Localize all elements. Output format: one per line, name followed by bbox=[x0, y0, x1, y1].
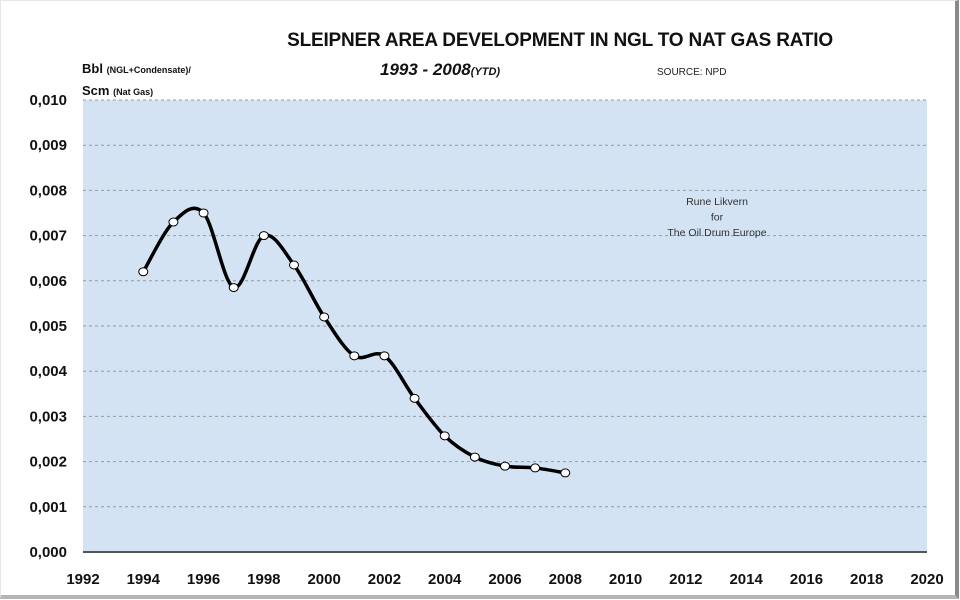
chart-subtitle: 1993 - 2008(YTD) bbox=[380, 60, 500, 80]
y-tick-label: 0,008 bbox=[29, 182, 67, 199]
data-point bbox=[530, 463, 541, 473]
data-point bbox=[560, 468, 571, 478]
x-tick-label: 2008 bbox=[549, 571, 582, 588]
data-point bbox=[289, 260, 299, 270]
y-tick-label: 0,007 bbox=[29, 228, 67, 245]
data-point bbox=[258, 231, 269, 241]
y-tick-label: 0,004 bbox=[29, 363, 67, 380]
x-tick-label: 2012 bbox=[669, 571, 702, 588]
x-tick-label: 2016 bbox=[790, 571, 823, 588]
x-tick-label: 1996 bbox=[187, 571, 220, 588]
series-markers bbox=[138, 208, 571, 478]
y-tick-label: 0,000 bbox=[29, 544, 67, 561]
x-tick-label: 1992 bbox=[66, 571, 99, 588]
y-tick-label: 0,002 bbox=[29, 454, 67, 471]
data-point bbox=[228, 283, 239, 293]
data-point bbox=[319, 312, 330, 322]
y-label-scm: Scm bbox=[82, 83, 110, 98]
chart-title: SLEIPNER AREA DEVELOPMENT IN NGL TO NAT … bbox=[287, 30, 833, 51]
data-point bbox=[500, 461, 510, 471]
data-point bbox=[138, 267, 149, 277]
x-tick-label: 2020 bbox=[910, 571, 943, 588]
annotation-line: for bbox=[711, 212, 724, 224]
y-tick-labels: 0,000 0,001 0,002 0,003 0,004 0,005 0,006 0,007… bbox=[29, 92, 67, 561]
x-tick-label: 1998 bbox=[247, 571, 280, 588]
x-tick-label: 2006 bbox=[488, 571, 521, 588]
y-tick-label: 0,010 bbox=[29, 92, 67, 109]
x-tick-label: 2018 bbox=[850, 571, 883, 588]
y-tick-label: 0,001 bbox=[29, 499, 67, 516]
x-tick-label: 2014 bbox=[729, 571, 763, 588]
y-label-bbl: Bbl bbox=[82, 61, 103, 76]
author-annotation: Rune Likvern for The Oil Drum Europe bbox=[667, 196, 766, 239]
subtitle-ytd: (YTD) bbox=[470, 66, 501, 78]
data-point bbox=[469, 452, 480, 462]
subtitle-years: 1993 - 2008 bbox=[380, 60, 471, 79]
y-axis-label-denominator: Scm (Nat Gas) bbox=[82, 83, 153, 98]
data-point bbox=[409, 393, 420, 403]
annotation-line: Rune Likvern bbox=[686, 196, 748, 208]
y-axis-label-numerator: Bbl (NGL+Condensate)/ bbox=[82, 61, 191, 76]
data-point bbox=[349, 351, 360, 361]
x-tick-label: 1994 bbox=[127, 571, 161, 588]
x-tick-label: 2004 bbox=[428, 571, 462, 588]
annotation-line: The Oil Drum Europe bbox=[667, 227, 766, 239]
x-tick-label: 2010 bbox=[609, 571, 642, 588]
x-tick-label: 2000 bbox=[307, 571, 340, 588]
data-point bbox=[379, 351, 390, 361]
grid-lines bbox=[83, 99, 927, 508]
y-tick-label: 0,005 bbox=[29, 318, 67, 335]
y-tick-label: 0,006 bbox=[29, 273, 67, 290]
data-point bbox=[168, 217, 179, 227]
data-point bbox=[439, 431, 450, 441]
x-tick-label: 2002 bbox=[368, 571, 401, 588]
x-tick-labels: 1992 1994 1996 1998 2000 2002 2004 2006 2008 2010… bbox=[66, 571, 943, 588]
y-tick-label: 0,003 bbox=[29, 408, 67, 425]
y-label-bbl-detail: (NGL+Condensate)/ bbox=[106, 65, 191, 75]
source-label: SOURCE: NPD bbox=[657, 67, 727, 78]
y-label-scm-detail: (Nat Gas) bbox=[113, 87, 154, 97]
data-point bbox=[198, 208, 209, 218]
y-tick-label: 0,009 bbox=[29, 137, 67, 154]
